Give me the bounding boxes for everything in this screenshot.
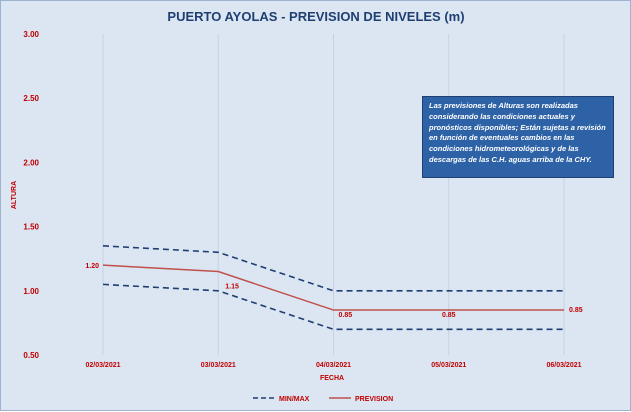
x-tick-label: 06/03/2021 — [546, 362, 581, 369]
y-tick-label: 1.50 — [23, 223, 39, 232]
series-line-min-max-1 — [102, 283, 564, 331]
data-label: 1.20 — [85, 263, 99, 270]
legend-label: MIN/MAX — [279, 396, 310, 403]
x-tick-label: 04/03/2021 — [316, 362, 351, 369]
y-axis-label: ALTURA — [11, 181, 18, 209]
y-tick-label: 3.00 — [23, 30, 39, 39]
y-tick-label: 2.00 — [23, 158, 39, 167]
data-label: 0.85 — [339, 312, 353, 319]
x-tick-label: 02/03/2021 — [85, 362, 120, 369]
data-label: 0.85 — [569, 307, 583, 314]
plot-area — [45, 34, 616, 355]
legend-label: PREVISION — [355, 396, 393, 403]
data-label: 1.15 — [225, 284, 239, 291]
x-tick-label: 03/03/2021 — [201, 362, 236, 369]
x-axis-label: FECHA — [320, 375, 344, 382]
series-line-prevision-2 — [102, 264, 564, 311]
y-tick-label: 0.50 — [23, 351, 39, 360]
y-tick-label: 1.00 — [23, 287, 39, 296]
chart-title: PUERTO AYOLAS - PREVISION DE NIVELES (m) — [167, 9, 464, 24]
series-line-min-max-0 — [102, 245, 564, 292]
legend-item: MIN/MAX — [253, 396, 310, 403]
y-tick-label: 2.50 — [23, 94, 39, 103]
x-tick-label: 05/03/2021 — [431, 362, 466, 369]
legend-item: PREVISION — [329, 396, 393, 403]
forecast-note: Las previsiones de Alturas son realizada… — [422, 96, 614, 178]
data-label: 0.85 — [442, 312, 456, 319]
